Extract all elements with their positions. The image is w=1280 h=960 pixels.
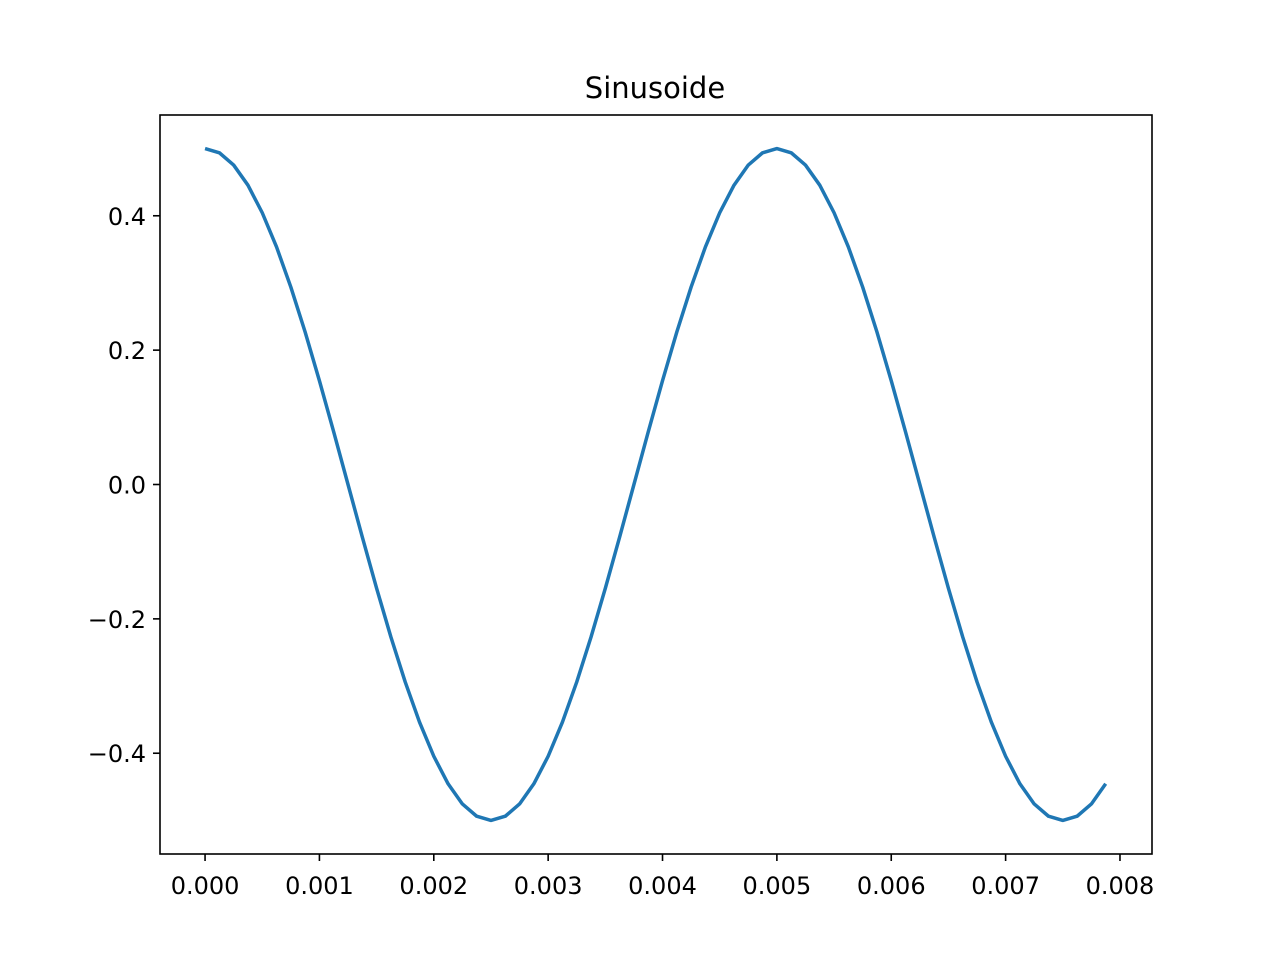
x-tick-label: 0.006 (857, 872, 926, 900)
chart-title: Sinusoide (585, 71, 725, 105)
x-tick-label: 0.000 (171, 872, 240, 900)
x-tick-label: 0.007 (971, 872, 1040, 900)
y-tick-label: 0.2 (108, 337, 146, 365)
y-tick-label: 0.4 (108, 203, 146, 231)
x-tick-label: 0.005 (743, 872, 812, 900)
x-tick-label: 0.001 (285, 872, 354, 900)
x-tick-label: 0.003 (514, 872, 583, 900)
y-tick-label: −0.2 (88, 606, 146, 634)
series-line-0 (204, 146, 1108, 823)
x-tick-label: 0.004 (628, 872, 697, 900)
y-tick-label: 0.0 (108, 472, 146, 500)
x-tick-label: 0.002 (399, 872, 468, 900)
y-tick-label: −0.4 (88, 740, 146, 768)
x-tick-label: 0.008 (1086, 872, 1155, 900)
plot-area: 0.000 0.001 0.002 0.003 0.004 0.005 0.006 0.007… (88, 114, 1155, 900)
